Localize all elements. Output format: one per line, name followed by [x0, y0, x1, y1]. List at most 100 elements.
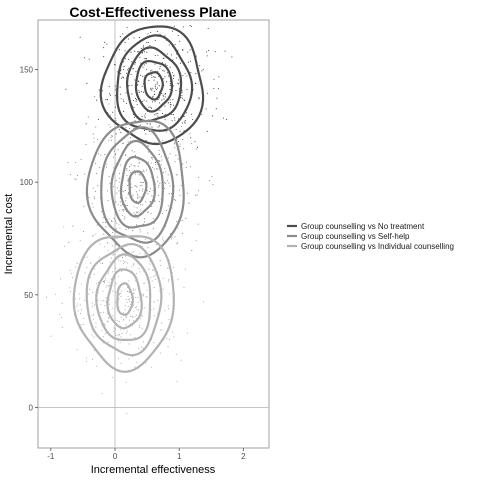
scatter-point-2 — [153, 168, 155, 170]
scatter-point-1 — [152, 87, 154, 89]
scatter-point-1 — [143, 99, 145, 101]
scatter-point-2 — [171, 237, 173, 239]
scatter-point-1 — [142, 75, 144, 77]
scatter-point-3 — [132, 316, 134, 319]
scatter-point-2 — [111, 135, 113, 137]
scatter-point-1 — [207, 27, 209, 30]
scatter-point-1 — [144, 58, 146, 60]
scatter-point-1 — [184, 73, 186, 75]
scatter-point-2 — [124, 189, 126, 192]
scatter-point-2 — [85, 143, 87, 146]
scatter-point-1 — [159, 68, 161, 70]
scatter-point-1 — [180, 97, 182, 99]
contour-series-2 — [119, 155, 156, 218]
scatter-point-1 — [144, 116, 146, 118]
scatter-point-1 — [215, 108, 217, 110]
scatter-point-1 — [156, 81, 158, 83]
scatter-point-2 — [145, 169, 147, 171]
scatter-point-3 — [168, 279, 170, 281]
scatter-point-3 — [133, 292, 135, 294]
scatter-point-2 — [116, 222, 118, 224]
scatter-point-1 — [189, 24, 191, 27]
scatter-point-3 — [128, 358, 130, 360]
scatter-point-2 — [116, 192, 118, 194]
scatter-point-2 — [76, 175, 79, 177]
scatter-point-3 — [93, 349, 95, 351]
scatter-point-1 — [138, 37, 140, 39]
scatter-point-3 — [141, 315, 143, 317]
scatter-point-1 — [122, 33, 124, 35]
scatter-point-3 — [137, 309, 140, 311]
scatter-point-1 — [141, 100, 143, 102]
scatter-point-3 — [146, 289, 148, 291]
scatter-point-2 — [135, 173, 137, 175]
scatter-point-2 — [157, 186, 159, 188]
scatter-point-3 — [69, 269, 71, 272]
scatter-point-1 — [171, 30, 174, 32]
scatter-point-3 — [92, 235, 94, 237]
scatter-point-1 — [101, 90, 104, 92]
scatter-point-3 — [107, 317, 109, 319]
scatter-point-2 — [175, 174, 177, 176]
scatter-point-1 — [105, 99, 107, 101]
legend-label-1: Group counselling vs No treatment — [301, 222, 425, 231]
scatter-point-1 — [142, 91, 145, 93]
scatter-point-2 — [160, 164, 162, 166]
scatter-point-1 — [190, 25, 192, 28]
contour-series-2 — [85, 119, 185, 259]
scatter-point-2 — [90, 262, 92, 264]
scatter-point-2 — [141, 182, 143, 184]
scatter-point-3 — [108, 303, 110, 305]
scatter-point-1 — [163, 98, 165, 100]
scatter-point-2 — [174, 160, 176, 162]
scatter-point-3 — [131, 356, 133, 358]
scatter-point-2 — [179, 143, 181, 145]
scatter-point-1 — [122, 77, 125, 79]
scatter-point-3 — [127, 295, 129, 297]
scatter-point-1 — [153, 76, 155, 78]
scatter-point-3 — [168, 339, 170, 341]
scatter-point-3 — [107, 273, 109, 275]
scatter-point-3 — [117, 334, 119, 336]
scatter-point-3 — [118, 223, 120, 225]
scatter-point-2 — [84, 173, 86, 175]
scatter-point-3 — [131, 315, 133, 317]
scatter-point-1 — [175, 128, 177, 130]
scatter-point-3 — [125, 381, 127, 383]
scatter-point-3 — [117, 358, 119, 360]
scatter-point-2 — [147, 232, 149, 234]
scatter-point-2 — [181, 232, 184, 235]
scatter-point-1 — [162, 94, 164, 96]
scatter-point-1 — [171, 72, 174, 74]
scatter-point-1 — [156, 83, 158, 85]
scatter-point-1 — [140, 48, 142, 50]
scatter-point-3 — [161, 322, 163, 324]
scatter-point-3 — [85, 357, 88, 359]
scatter-point-3 — [133, 304, 135, 306]
scatter-point-2 — [147, 151, 149, 153]
scatter-point-2 — [150, 162, 152, 164]
scatter-point-1 — [97, 118, 100, 120]
scatter-point-3 — [71, 277, 73, 279]
scatter-point-3 — [91, 302, 93, 304]
scatter-point-1 — [168, 75, 170, 77]
scatter-point-2 — [134, 214, 136, 216]
scatter-point-1 — [130, 73, 132, 76]
scatter-point-2 — [158, 153, 161, 155]
scatter-point-2 — [95, 126, 97, 128]
scatter-point-1 — [156, 30, 158, 32]
scatter-point-2 — [166, 131, 168, 133]
scatter-point-3 — [119, 320, 121, 323]
scatter-point-3 — [146, 296, 148, 298]
scatter-point-1 — [186, 89, 188, 91]
scatter-point-3 — [164, 310, 166, 312]
scatter-point-1 — [183, 130, 185, 132]
scatter-point-2 — [167, 205, 169, 207]
scatter-point-1 — [187, 51, 189, 53]
scatter-point-3 — [104, 324, 106, 326]
scatter-point-2 — [195, 148, 197, 150]
scatter-point-3 — [168, 319, 170, 321]
scatter-point-2 — [128, 169, 131, 172]
scatter-point-2 — [72, 225, 74, 227]
scatter-point-2 — [101, 262, 104, 264]
